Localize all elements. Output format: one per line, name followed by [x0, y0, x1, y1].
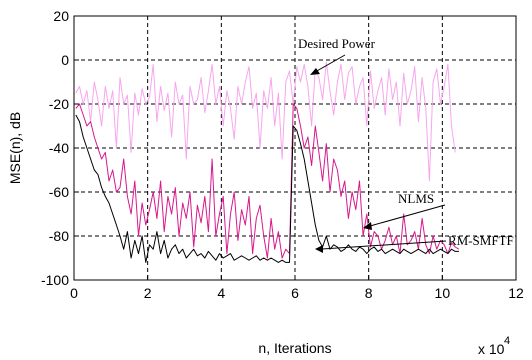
- y-tick-label: 20: [53, 8, 69, 24]
- series-line-0: [75, 61, 456, 182]
- x-tick-label: 2: [144, 285, 152, 301]
- x-tick-label: 6: [291, 285, 299, 301]
- annotation-nlms-arrow: [369, 204, 446, 227]
- y-tick-label: 0: [61, 52, 69, 68]
- annotations: Desired Power NLMS RM-SMFTF: [298, 36, 514, 253]
- grid-lines: [74, 16, 516, 280]
- x-tick-label: 8: [365, 285, 373, 301]
- annotation-desired-power-arrow: [314, 54, 346, 73]
- annotation-rm-smftf-arrowhead: [315, 245, 323, 253]
- x-multiplier-exponent: 4: [504, 335, 510, 347]
- y-tick-label: -100: [41, 272, 69, 288]
- x-multiplier-base: x 10: [478, 341, 505, 357]
- series-line-2: [75, 114, 459, 263]
- y-tick-label: -80: [49, 228, 69, 244]
- annotation-nlms-arrowhead: [363, 222, 372, 230]
- x-tick-label: 12: [508, 285, 524, 301]
- series-layer: [75, 61, 460, 263]
- x-tick-label: 0: [70, 285, 78, 301]
- x-multiplier: x 10 4: [478, 335, 510, 357]
- y-tick-label: -60: [49, 184, 69, 200]
- x-tick-label: 10: [435, 285, 451, 301]
- annotation-desired-power: Desired Power: [298, 36, 376, 51]
- x-axis-label: n, Iterations: [258, 340, 331, 356]
- x-tick-label: 4: [217, 285, 225, 301]
- y-tick-label: -20: [49, 96, 69, 112]
- annotation-rm-smftf-arrow: [321, 240, 447, 250]
- annotation-nlms: NLMS: [398, 191, 434, 206]
- annotation-rm-smftf: RM-SMFTF: [448, 233, 514, 248]
- annotation-desired-power-arrowhead: [310, 68, 320, 75]
- axis-ticks: 0 2 4 6 8 10 12 -100 -80 -60 -40 -20 0 20: [41, 8, 524, 301]
- series-line-1: [75, 103, 460, 259]
- y-tick-label: -40: [49, 140, 69, 156]
- y-axis-label: MSE(n), dB: [7, 112, 23, 184]
